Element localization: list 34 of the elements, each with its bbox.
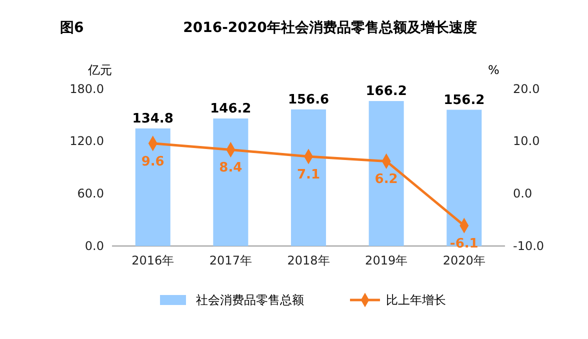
data-label: 7.1 [296, 168, 320, 183]
x-tick-label: 2018年 [287, 254, 330, 268]
data-label: -6.1 [450, 236, 478, 252]
legend-label: 比上年增长 [386, 293, 446, 307]
bar [213, 118, 248, 246]
y-tick-label: 180.0 [70, 82, 104, 96]
chart-title: 2016-2020年社会消费品零售总额及增长速度 [183, 19, 477, 36]
y-tick-label: 60.0 [77, 186, 104, 201]
data-label: 146.2 [210, 101, 252, 116]
x-tick-label: 2020年 [442, 254, 486, 268]
data-label: 166.2 [366, 84, 407, 100]
data-label: 156.2 [444, 92, 485, 108]
data-label: 8.4 [219, 160, 242, 176]
y2-tick-label: -10.0 [513, 238, 544, 253]
y2-tick-label: 20.0 [513, 82, 540, 96]
bar [135, 128, 170, 246]
y2-axis-title: % [488, 63, 500, 77]
data-label: 156.6 [288, 92, 330, 108]
caption: 图6 [60, 20, 84, 36]
y2-tick-label: 0.0 [513, 186, 532, 201]
data-label: 6.2 [374, 172, 398, 188]
y2-tick-label: 10.0 [513, 134, 540, 148]
x-tick-label: 2019年 [365, 254, 408, 268]
bar [446, 110, 482, 246]
y-tick-label: 0.0 [84, 238, 104, 253]
bar [368, 101, 404, 246]
x-tick-label: 2016年 [132, 254, 174, 268]
x-tick-label: 2017年 [209, 254, 252, 268]
bar [290, 109, 326, 246]
y-axis-title: 亿元 [87, 63, 112, 77]
data-label: 9.6 [141, 154, 164, 170]
y-tick-label: 120.0 [70, 134, 104, 148]
data-label: 134.8 [132, 111, 174, 126]
legend-label: 社会消费品零售总额 [196, 293, 304, 307]
